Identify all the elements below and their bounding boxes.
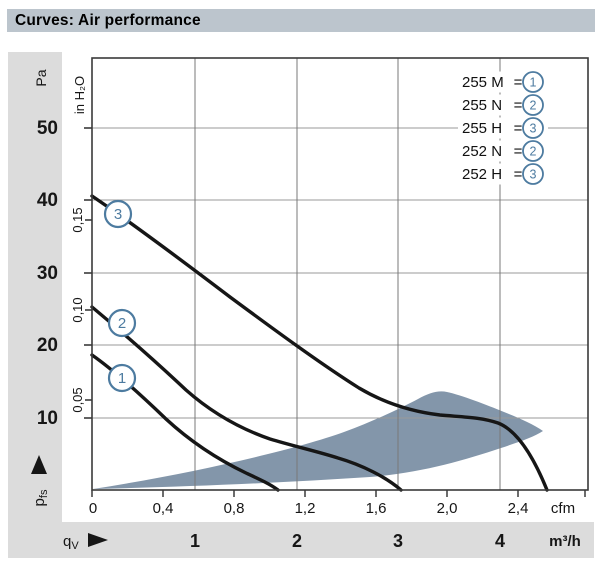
legend-num-0: 1: [530, 76, 537, 90]
pa-label-50: 50: [37, 118, 58, 139]
curve-marker-1-label: 1: [118, 370, 126, 387]
up-arrow-icon: [31, 455, 47, 474]
cfm-ticks: [91, 490, 586, 497]
cfm-label-0: 0: [89, 500, 97, 517]
cfm-label-20: 2,0: [437, 500, 458, 517]
legend-eq-2: =: [514, 120, 523, 137]
m3h-scale-labels: 1 2 3 4 m³/h: [190, 531, 581, 551]
section-title-bar: Curves: Air performance: [7, 9, 595, 32]
x-axis-symbol-sub: V: [71, 540, 79, 552]
legend-model-252N: 252 N: [462, 143, 502, 160]
curve-marker-3-label: 3: [114, 206, 122, 223]
curve-marker-3: 3: [103, 199, 133, 229]
y-axis-symbol-sub: fs: [38, 489, 50, 498]
curve-marker-2-label: 2: [118, 315, 126, 332]
m3h-unit-label: m³/h: [549, 533, 581, 550]
pa-label-40: 40: [37, 190, 58, 211]
pa-label-30: 30: [37, 263, 58, 284]
curve-3: [90, 194, 549, 492]
inh2o-label-010: 0,10: [70, 297, 85, 322]
legend-num-2: 3: [530, 122, 537, 136]
inh2o-label-015: 0,15: [70, 207, 85, 232]
legend-num-4: 3: [530, 168, 537, 182]
curve-marker-2: 2: [107, 308, 137, 338]
inh2o-scale-labels: 0,15 0,10 0,05: [70, 207, 85, 412]
y-axis-symbol: pfs: [31, 489, 50, 506]
x-axis-symbol: qV: [63, 533, 79, 552]
right-arrow-icon: [88, 533, 108, 547]
cfm-unit-label: cfm: [551, 500, 575, 517]
legend-num-3: 2: [530, 145, 537, 159]
cfm-label-12: 1,2: [295, 500, 316, 517]
operating-region-shape: [93, 391, 543, 489]
cfm-label-16: 1,6: [366, 500, 387, 517]
m3h-label-1: 1: [190, 531, 200, 551]
pa-unit-label: Pa: [33, 69, 49, 86]
m3h-label-4: 4: [495, 531, 505, 551]
pa-scale-labels: 50 40 30 20 10: [37, 118, 58, 429]
legend-num-1: 2: [530, 99, 537, 113]
cfm-label-04: 0,4: [153, 500, 174, 517]
legend-eq-4: =: [514, 166, 523, 183]
cfm-label-08: 0,8: [224, 500, 245, 517]
pa-ticks: [84, 127, 92, 419]
legend-eq-3: =: [514, 143, 523, 160]
plot-border: [91, 57, 589, 491]
y-axis-symbol-main: p: [31, 498, 48, 506]
m3h-label-2: 2: [292, 531, 302, 551]
pa-label-10: 10: [37, 408, 58, 429]
curve-marker-1: 1: [107, 363, 137, 393]
legend: 255 M = 255 N = 255 H = 252 N = 252 H = …: [458, 71, 548, 185]
inh2o-ticks: [85, 219, 92, 401]
curve-2: [90, 305, 403, 492]
cfm-scale-labels: 0 0,4 0,8 1,2 1,6 2,0 2,4 cfm: [89, 500, 575, 517]
cfm-label-24: 2,4: [508, 500, 529, 517]
m3h-label-3: 3: [393, 531, 403, 551]
inh2o-label-005: 0,05: [70, 387, 85, 412]
inh2o-unit-label: in H₂O: [72, 76, 87, 114]
legend-model-255N: 255 N: [462, 97, 502, 114]
legend-model-252H: 252 H: [462, 166, 502, 183]
legend-eq-0: =: [514, 74, 523, 91]
section-title: Curves: Air performance: [15, 11, 201, 29]
legend-model-255M: 255 M: [462, 74, 504, 91]
pa-label-20: 20: [37, 335, 58, 356]
legend-model-255H: 255 H: [462, 120, 502, 137]
x-axis-symbol-main: q: [63, 533, 71, 550]
legend-eq-1: =: [514, 97, 523, 114]
